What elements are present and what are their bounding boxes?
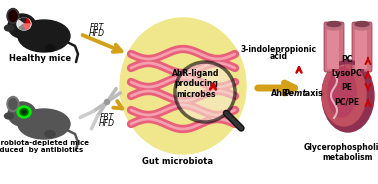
Text: AhR-ligand
producing
microbes: AhR-ligand producing microbes bbox=[172, 69, 220, 99]
Text: axis: axis bbox=[302, 89, 323, 98]
FancyBboxPatch shape bbox=[355, 25, 367, 69]
Wedge shape bbox=[18, 20, 24, 28]
Ellipse shape bbox=[322, 60, 374, 132]
Ellipse shape bbox=[18, 109, 70, 139]
Text: 3-indolepropionic: 3-indolepropionic bbox=[241, 45, 317, 54]
Text: HFD: HFD bbox=[99, 119, 115, 128]
Ellipse shape bbox=[20, 109, 28, 116]
Wedge shape bbox=[19, 24, 26, 30]
Ellipse shape bbox=[22, 111, 26, 114]
Ellipse shape bbox=[327, 22, 341, 26]
Text: Healthy mice: Healthy mice bbox=[9, 54, 71, 63]
FancyBboxPatch shape bbox=[324, 22, 344, 72]
Text: Microbiota-depleted mice
induced  by antibiotics: Microbiota-depleted mice induced by anti… bbox=[0, 140, 89, 153]
Ellipse shape bbox=[7, 8, 19, 24]
Text: Gut microbiota: Gut microbiota bbox=[143, 157, 214, 166]
Circle shape bbox=[175, 62, 235, 122]
Text: FBT: FBT bbox=[90, 23, 104, 32]
Ellipse shape bbox=[8, 14, 36, 38]
Text: LysoPC: LysoPC bbox=[332, 70, 362, 79]
Text: PE: PE bbox=[341, 84, 353, 93]
Ellipse shape bbox=[5, 25, 14, 31]
Circle shape bbox=[104, 100, 110, 105]
Ellipse shape bbox=[45, 45, 55, 52]
Text: Glycerophospholipid
metabolism: Glycerophospholipid metabolism bbox=[304, 143, 378, 162]
Ellipse shape bbox=[9, 10, 17, 22]
Ellipse shape bbox=[18, 20, 70, 52]
Ellipse shape bbox=[322, 62, 366, 126]
Text: acid: acid bbox=[270, 52, 288, 61]
Text: AhR-: AhR- bbox=[271, 89, 292, 98]
Ellipse shape bbox=[17, 106, 31, 118]
Text: FBT: FBT bbox=[100, 113, 114, 122]
Text: PC: PC bbox=[341, 56, 353, 65]
Wedge shape bbox=[24, 24, 30, 30]
Ellipse shape bbox=[325, 22, 343, 30]
Ellipse shape bbox=[355, 22, 369, 26]
Text: Pemt: Pemt bbox=[284, 89, 307, 98]
Ellipse shape bbox=[8, 102, 36, 126]
Ellipse shape bbox=[120, 18, 246, 154]
Ellipse shape bbox=[7, 96, 19, 112]
Ellipse shape bbox=[45, 130, 55, 137]
Text: HFD: HFD bbox=[89, 29, 105, 38]
FancyBboxPatch shape bbox=[327, 25, 339, 69]
Text: PC/PE: PC/PE bbox=[335, 98, 359, 107]
Ellipse shape bbox=[9, 98, 17, 109]
Ellipse shape bbox=[328, 67, 356, 117]
Ellipse shape bbox=[17, 18, 31, 30]
FancyBboxPatch shape bbox=[352, 22, 372, 72]
Ellipse shape bbox=[5, 113, 14, 119]
Wedge shape bbox=[24, 18, 30, 24]
Wedge shape bbox=[19, 18, 26, 24]
Ellipse shape bbox=[353, 22, 371, 30]
